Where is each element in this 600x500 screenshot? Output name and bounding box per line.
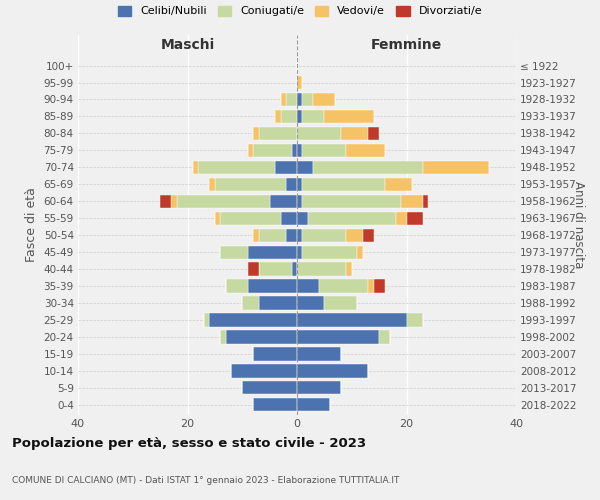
Bar: [248, 246, 297, 259]
Bar: [297, 76, 302, 89]
Bar: [297, 144, 302, 157]
Bar: [292, 144, 297, 157]
Bar: [297, 127, 341, 140]
Bar: [297, 330, 379, 344]
Bar: [302, 246, 357, 259]
Bar: [302, 194, 401, 208]
Bar: [292, 262, 297, 276]
Bar: [253, 348, 297, 360]
Bar: [401, 194, 423, 208]
Bar: [248, 144, 253, 157]
Bar: [297, 314, 407, 326]
Bar: [242, 296, 259, 310]
Text: Popolazione per età, sesso e stato civile - 2023: Popolazione per età, sesso e stato civil…: [12, 437, 366, 450]
Bar: [368, 127, 379, 140]
Bar: [379, 330, 390, 344]
Bar: [297, 110, 302, 123]
Legend: Celibi/Nubili, Coniugati/e, Vedovi/e, Divorziati/e: Celibi/Nubili, Coniugati/e, Vedovi/e, Di…: [118, 6, 482, 16]
Bar: [346, 262, 352, 276]
Bar: [297, 296, 325, 310]
Bar: [281, 212, 297, 225]
Bar: [346, 144, 385, 157]
Bar: [248, 280, 297, 292]
Bar: [259, 127, 297, 140]
Bar: [308, 212, 395, 225]
Bar: [302, 93, 313, 106]
Bar: [199, 160, 275, 174]
Bar: [259, 228, 286, 242]
Bar: [423, 194, 428, 208]
Bar: [259, 296, 297, 310]
Bar: [297, 364, 368, 378]
Bar: [302, 178, 385, 191]
Bar: [275, 110, 281, 123]
Bar: [423, 160, 488, 174]
Bar: [176, 194, 269, 208]
Bar: [242, 381, 297, 394]
Bar: [313, 93, 335, 106]
Bar: [204, 314, 209, 326]
Bar: [232, 364, 297, 378]
Bar: [297, 93, 302, 106]
Bar: [286, 93, 297, 106]
Bar: [297, 178, 302, 191]
Bar: [253, 398, 297, 411]
Bar: [297, 194, 302, 208]
Bar: [286, 228, 297, 242]
Bar: [248, 262, 259, 276]
Bar: [275, 160, 297, 174]
Bar: [215, 178, 286, 191]
Bar: [297, 280, 319, 292]
Bar: [297, 381, 341, 394]
Bar: [171, 194, 176, 208]
Text: COMUNE DI CALCIANO (MT) - Dati ISTAT 1° gennaio 2023 - Elaborazione TUTTITALIA.I: COMUNE DI CALCIANO (MT) - Dati ISTAT 1° …: [12, 476, 400, 485]
Bar: [395, 212, 407, 225]
Bar: [407, 212, 423, 225]
Y-axis label: Anni di nascita: Anni di nascita: [572, 182, 585, 268]
Bar: [281, 93, 286, 106]
Bar: [357, 246, 363, 259]
Bar: [259, 262, 292, 276]
Bar: [297, 348, 341, 360]
Bar: [302, 228, 346, 242]
Bar: [226, 330, 297, 344]
Bar: [297, 262, 346, 276]
Bar: [325, 296, 357, 310]
Bar: [297, 246, 302, 259]
Bar: [209, 178, 215, 191]
Bar: [346, 228, 362, 242]
Bar: [362, 228, 374, 242]
Y-axis label: Fasce di età: Fasce di età: [25, 188, 38, 262]
Bar: [297, 398, 330, 411]
Bar: [220, 330, 226, 344]
Bar: [385, 178, 412, 191]
Bar: [226, 280, 248, 292]
Bar: [160, 194, 171, 208]
Bar: [374, 280, 385, 292]
Bar: [209, 314, 297, 326]
Bar: [302, 144, 346, 157]
Bar: [281, 110, 297, 123]
Bar: [341, 127, 368, 140]
Bar: [313, 160, 423, 174]
Text: Maschi: Maschi: [160, 38, 215, 52]
Bar: [253, 144, 292, 157]
Bar: [193, 160, 199, 174]
Bar: [297, 212, 308, 225]
Bar: [269, 194, 297, 208]
Bar: [297, 228, 302, 242]
Bar: [325, 110, 374, 123]
Bar: [220, 212, 281, 225]
Bar: [286, 178, 297, 191]
Bar: [407, 314, 423, 326]
Bar: [253, 228, 259, 242]
Text: Femmine: Femmine: [371, 38, 442, 52]
Bar: [297, 160, 313, 174]
Bar: [220, 246, 248, 259]
Bar: [368, 280, 374, 292]
Bar: [215, 212, 220, 225]
Bar: [253, 127, 259, 140]
Bar: [319, 280, 368, 292]
Bar: [302, 110, 325, 123]
